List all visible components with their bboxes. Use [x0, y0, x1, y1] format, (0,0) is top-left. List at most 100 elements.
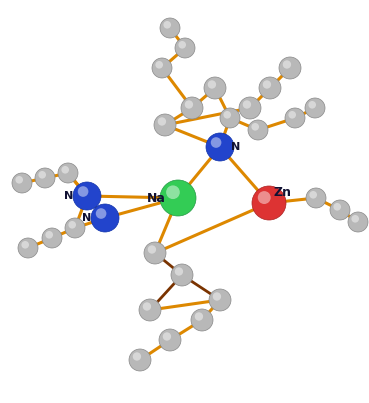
Circle shape — [248, 120, 268, 140]
Circle shape — [185, 100, 193, 109]
Circle shape — [177, 270, 191, 284]
Text: Zn: Zn — [274, 187, 292, 199]
Circle shape — [21, 241, 29, 249]
Circle shape — [18, 179, 30, 191]
Circle shape — [148, 245, 156, 253]
Circle shape — [71, 224, 83, 236]
Circle shape — [209, 289, 231, 311]
Circle shape — [99, 212, 116, 229]
Circle shape — [239, 97, 261, 119]
Circle shape — [146, 305, 159, 319]
Circle shape — [223, 111, 231, 118]
Circle shape — [159, 329, 181, 351]
Circle shape — [259, 77, 281, 99]
Circle shape — [96, 208, 106, 219]
Circle shape — [45, 231, 53, 239]
Circle shape — [15, 176, 23, 184]
Circle shape — [163, 21, 171, 29]
Circle shape — [158, 64, 170, 76]
Circle shape — [166, 24, 178, 36]
Circle shape — [354, 218, 366, 230]
Circle shape — [38, 171, 46, 179]
Circle shape — [215, 295, 229, 309]
Circle shape — [166, 185, 180, 199]
Circle shape — [18, 238, 38, 258]
Circle shape — [266, 83, 279, 97]
Circle shape — [251, 123, 259, 131]
Circle shape — [336, 206, 348, 218]
Text: N: N — [231, 142, 241, 152]
Circle shape — [289, 111, 296, 118]
Circle shape — [286, 64, 299, 77]
Circle shape — [129, 349, 151, 371]
Circle shape — [283, 60, 291, 69]
Circle shape — [171, 191, 192, 212]
Circle shape — [12, 173, 32, 193]
Text: N: N — [82, 213, 92, 223]
Circle shape — [163, 332, 171, 341]
Circle shape — [155, 61, 163, 69]
Circle shape — [78, 186, 89, 197]
Circle shape — [198, 316, 211, 329]
Circle shape — [195, 312, 203, 321]
Circle shape — [308, 101, 316, 108]
Circle shape — [305, 98, 325, 118]
Circle shape — [143, 302, 151, 311]
Circle shape — [42, 228, 62, 248]
Circle shape — [161, 120, 174, 134]
Circle shape — [211, 137, 221, 148]
Circle shape — [181, 97, 203, 119]
Circle shape — [309, 191, 317, 199]
Circle shape — [187, 104, 201, 117]
Circle shape — [64, 169, 76, 181]
Circle shape — [279, 57, 301, 79]
Circle shape — [204, 77, 226, 99]
Circle shape — [348, 212, 368, 232]
Circle shape — [48, 234, 60, 246]
Circle shape — [311, 104, 323, 116]
Circle shape — [226, 114, 238, 126]
Circle shape — [139, 299, 161, 321]
Circle shape — [330, 200, 350, 220]
Circle shape — [166, 336, 179, 349]
Circle shape — [35, 168, 55, 188]
Circle shape — [178, 41, 186, 49]
Circle shape — [24, 244, 36, 256]
Circle shape — [135, 355, 149, 369]
Circle shape — [82, 190, 98, 207]
Circle shape — [160, 18, 180, 38]
Circle shape — [41, 174, 53, 186]
Circle shape — [73, 182, 101, 210]
Circle shape — [133, 352, 141, 361]
Circle shape — [171, 264, 193, 286]
Circle shape — [262, 196, 283, 216]
Circle shape — [191, 309, 213, 331]
Circle shape — [214, 141, 231, 158]
Circle shape — [61, 166, 69, 174]
Circle shape — [208, 80, 216, 89]
Circle shape — [65, 218, 85, 238]
Circle shape — [220, 108, 240, 128]
Circle shape — [243, 100, 251, 109]
Circle shape — [151, 249, 164, 262]
Circle shape — [254, 126, 266, 138]
Circle shape — [258, 191, 271, 204]
Text: N: N — [64, 191, 74, 201]
Circle shape — [263, 80, 271, 89]
Circle shape — [213, 292, 221, 301]
Circle shape — [175, 267, 183, 276]
Circle shape — [160, 180, 196, 216]
Circle shape — [285, 108, 305, 128]
Circle shape — [152, 58, 172, 78]
Circle shape — [211, 83, 224, 97]
Circle shape — [351, 215, 359, 222]
Circle shape — [206, 133, 234, 161]
Circle shape — [334, 203, 341, 211]
Circle shape — [144, 242, 166, 264]
Circle shape — [246, 104, 259, 117]
Circle shape — [58, 163, 78, 183]
Circle shape — [181, 44, 193, 56]
Circle shape — [91, 204, 119, 232]
Circle shape — [252, 186, 286, 220]
Circle shape — [158, 117, 166, 126]
